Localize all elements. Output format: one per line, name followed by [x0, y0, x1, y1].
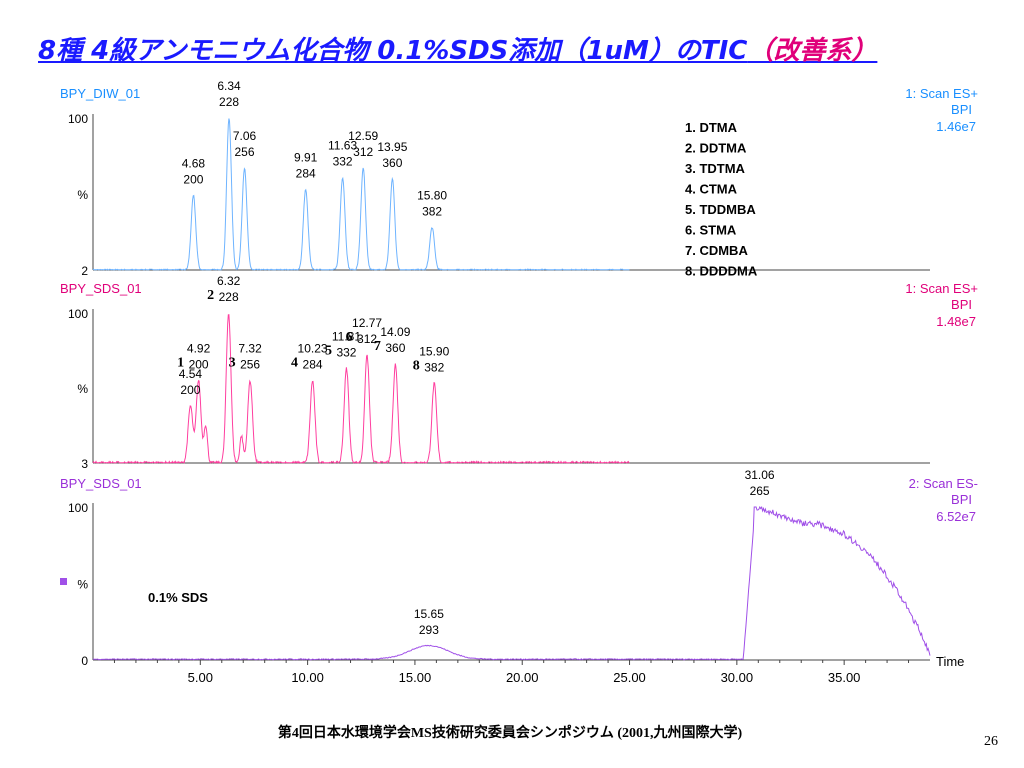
- x-tick-label: 30.00: [721, 670, 754, 685]
- peak-mz-label: 382: [424, 361, 444, 375]
- intensity-label: 1.46e7: [936, 119, 976, 134]
- peak-mz-label: 200: [189, 358, 209, 372]
- peak-mz-label: 360: [382, 156, 402, 170]
- peak-mz-label: 293: [419, 623, 439, 637]
- peak-number: 6: [346, 330, 353, 345]
- peak-rt-label: 4.54: [179, 367, 203, 381]
- peak-mz-label: 360: [385, 341, 405, 355]
- peak-mz-label: 332: [336, 346, 356, 360]
- peak-mz-label: 256: [235, 145, 255, 159]
- intensity-label: 1.48e7: [936, 314, 976, 329]
- trace-line: [92, 505, 931, 661]
- trace-color-marker: [60, 578, 67, 585]
- title-main: 8種 4級アンモニウム化合物 0.1%SDS添加（1uM）のTIC: [38, 36, 748, 66]
- peak-rt-label: 4.92: [187, 342, 211, 356]
- x-tick-label: 35.00: [828, 670, 861, 685]
- peak-rt-label: 6.32: [217, 274, 241, 288]
- x-tick-label: 15.00: [399, 670, 432, 685]
- y-axis-label: %: [77, 578, 88, 592]
- peak-rt-label: 15.80: [417, 188, 447, 202]
- trace-name: BPY_SDS_01: [60, 476, 142, 491]
- peak-mz-label: 284: [296, 166, 316, 180]
- y-min-label: 2: [81, 264, 88, 278]
- peak-rt-label: 9.91: [294, 150, 318, 164]
- peak-number: 4: [291, 356, 298, 371]
- compound-legend-item: 6. STMA: [685, 223, 737, 238]
- scan-mode: 1: Scan ES+: [905, 281, 978, 296]
- compound-legend-item: 2. DDTMA: [685, 141, 747, 156]
- y-axis-label: %: [77, 382, 88, 396]
- peak-rt-label: 15.65: [414, 607, 444, 621]
- slide-title: 8種 4級アンモニウム化合物 0.1%SDS添加（1uM）のTIC（改善系）: [38, 30, 877, 67]
- y-axis-label: %: [77, 188, 88, 202]
- scan-mode: 2: Scan ES-: [909, 476, 978, 491]
- intensity-label: 6.52e7: [936, 509, 976, 524]
- peak-rt-label: 7.06: [233, 129, 257, 143]
- x-tick-label: 25.00: [613, 670, 646, 685]
- y-max-label: 100: [68, 112, 88, 126]
- x-tick-label: 5.00: [188, 670, 213, 685]
- peak-mz-label: 256: [240, 358, 260, 372]
- x-tick-label: 10.00: [291, 670, 324, 685]
- peak-mz-label: 382: [422, 204, 442, 218]
- peak-rt-label: 10.23: [298, 342, 328, 356]
- peak-rt-label: 4.68: [182, 157, 206, 171]
- title-highlight: （改善系）: [747, 36, 878, 66]
- y-min-label: 0: [81, 654, 88, 668]
- peak-number: 1: [177, 356, 184, 371]
- peak-rt-label: 15.90: [419, 345, 449, 359]
- peak-number: 5: [325, 344, 332, 359]
- peak-rt-label: 31.06: [745, 468, 775, 482]
- peak-mz-label: 265: [750, 484, 770, 498]
- compound-legend-item: 7. CDMBA: [685, 243, 748, 258]
- peak-rt-label: 12.59: [348, 129, 378, 143]
- compound-legend-item: 1. DTMA: [685, 120, 738, 135]
- peak-number: 7: [374, 339, 381, 354]
- peak-mz-label: 200: [180, 383, 200, 397]
- page-number: 26: [984, 734, 998, 749]
- compound-legend-item: 4. CTMA: [685, 182, 738, 197]
- peak-mz-label: 228: [219, 290, 239, 304]
- peak-number: 8: [413, 359, 420, 374]
- trace-line: [92, 314, 630, 464]
- peak-rt-label: 6.34: [217, 79, 241, 93]
- compound-legend-item: 5. TDDMBA: [685, 202, 756, 217]
- compound-legend-item: 8. DDDDMA: [685, 264, 758, 279]
- compound-legend-item: 3. TDTMA: [685, 161, 746, 176]
- peak-rt-label: 14.09: [380, 325, 410, 339]
- peak-mz-label: 312: [357, 332, 377, 346]
- trace-name: BPY_SDS_01: [60, 281, 142, 296]
- peak-mz-label: 200: [183, 173, 203, 187]
- x-tick-label: 20.00: [506, 670, 539, 685]
- trace-line: [92, 118, 630, 271]
- y-min-label: 3: [81, 457, 88, 471]
- peak-rt-label: 11.81: [332, 330, 361, 344]
- y-max-label: 100: [68, 307, 88, 321]
- peak-rt-label: 7.32: [238, 342, 262, 356]
- x-axis-label: Time: [936, 654, 964, 669]
- sds-annotation: 0.1% SDS: [148, 590, 208, 605]
- trace-name: BPY_DIW_01: [60, 86, 140, 101]
- y-max-label: 100: [68, 501, 88, 515]
- scan-mode: 1: Scan ES+: [905, 86, 978, 101]
- peak-number: 2: [207, 288, 214, 303]
- peak-rt-label: 11.63: [328, 138, 357, 152]
- peak-mz-label: 228: [219, 95, 239, 109]
- peak-rt-label: 12.77: [352, 316, 382, 330]
- peak-mz-label: 332: [333, 154, 353, 168]
- bpi-label: BPI: [951, 492, 972, 507]
- footer-citation: 第4回日本水環境学会MS技術研究委員会シンポジウム (2001,九州国際大学): [277, 726, 743, 741]
- bpi-label: BPI: [951, 297, 972, 312]
- peak-mz-label: 312: [353, 145, 373, 159]
- peak-number: 3: [229, 356, 236, 371]
- peak-mz-label: 284: [303, 358, 323, 372]
- peak-rt-label: 13.95: [377, 140, 407, 154]
- bpi-label: BPI: [951, 102, 972, 117]
